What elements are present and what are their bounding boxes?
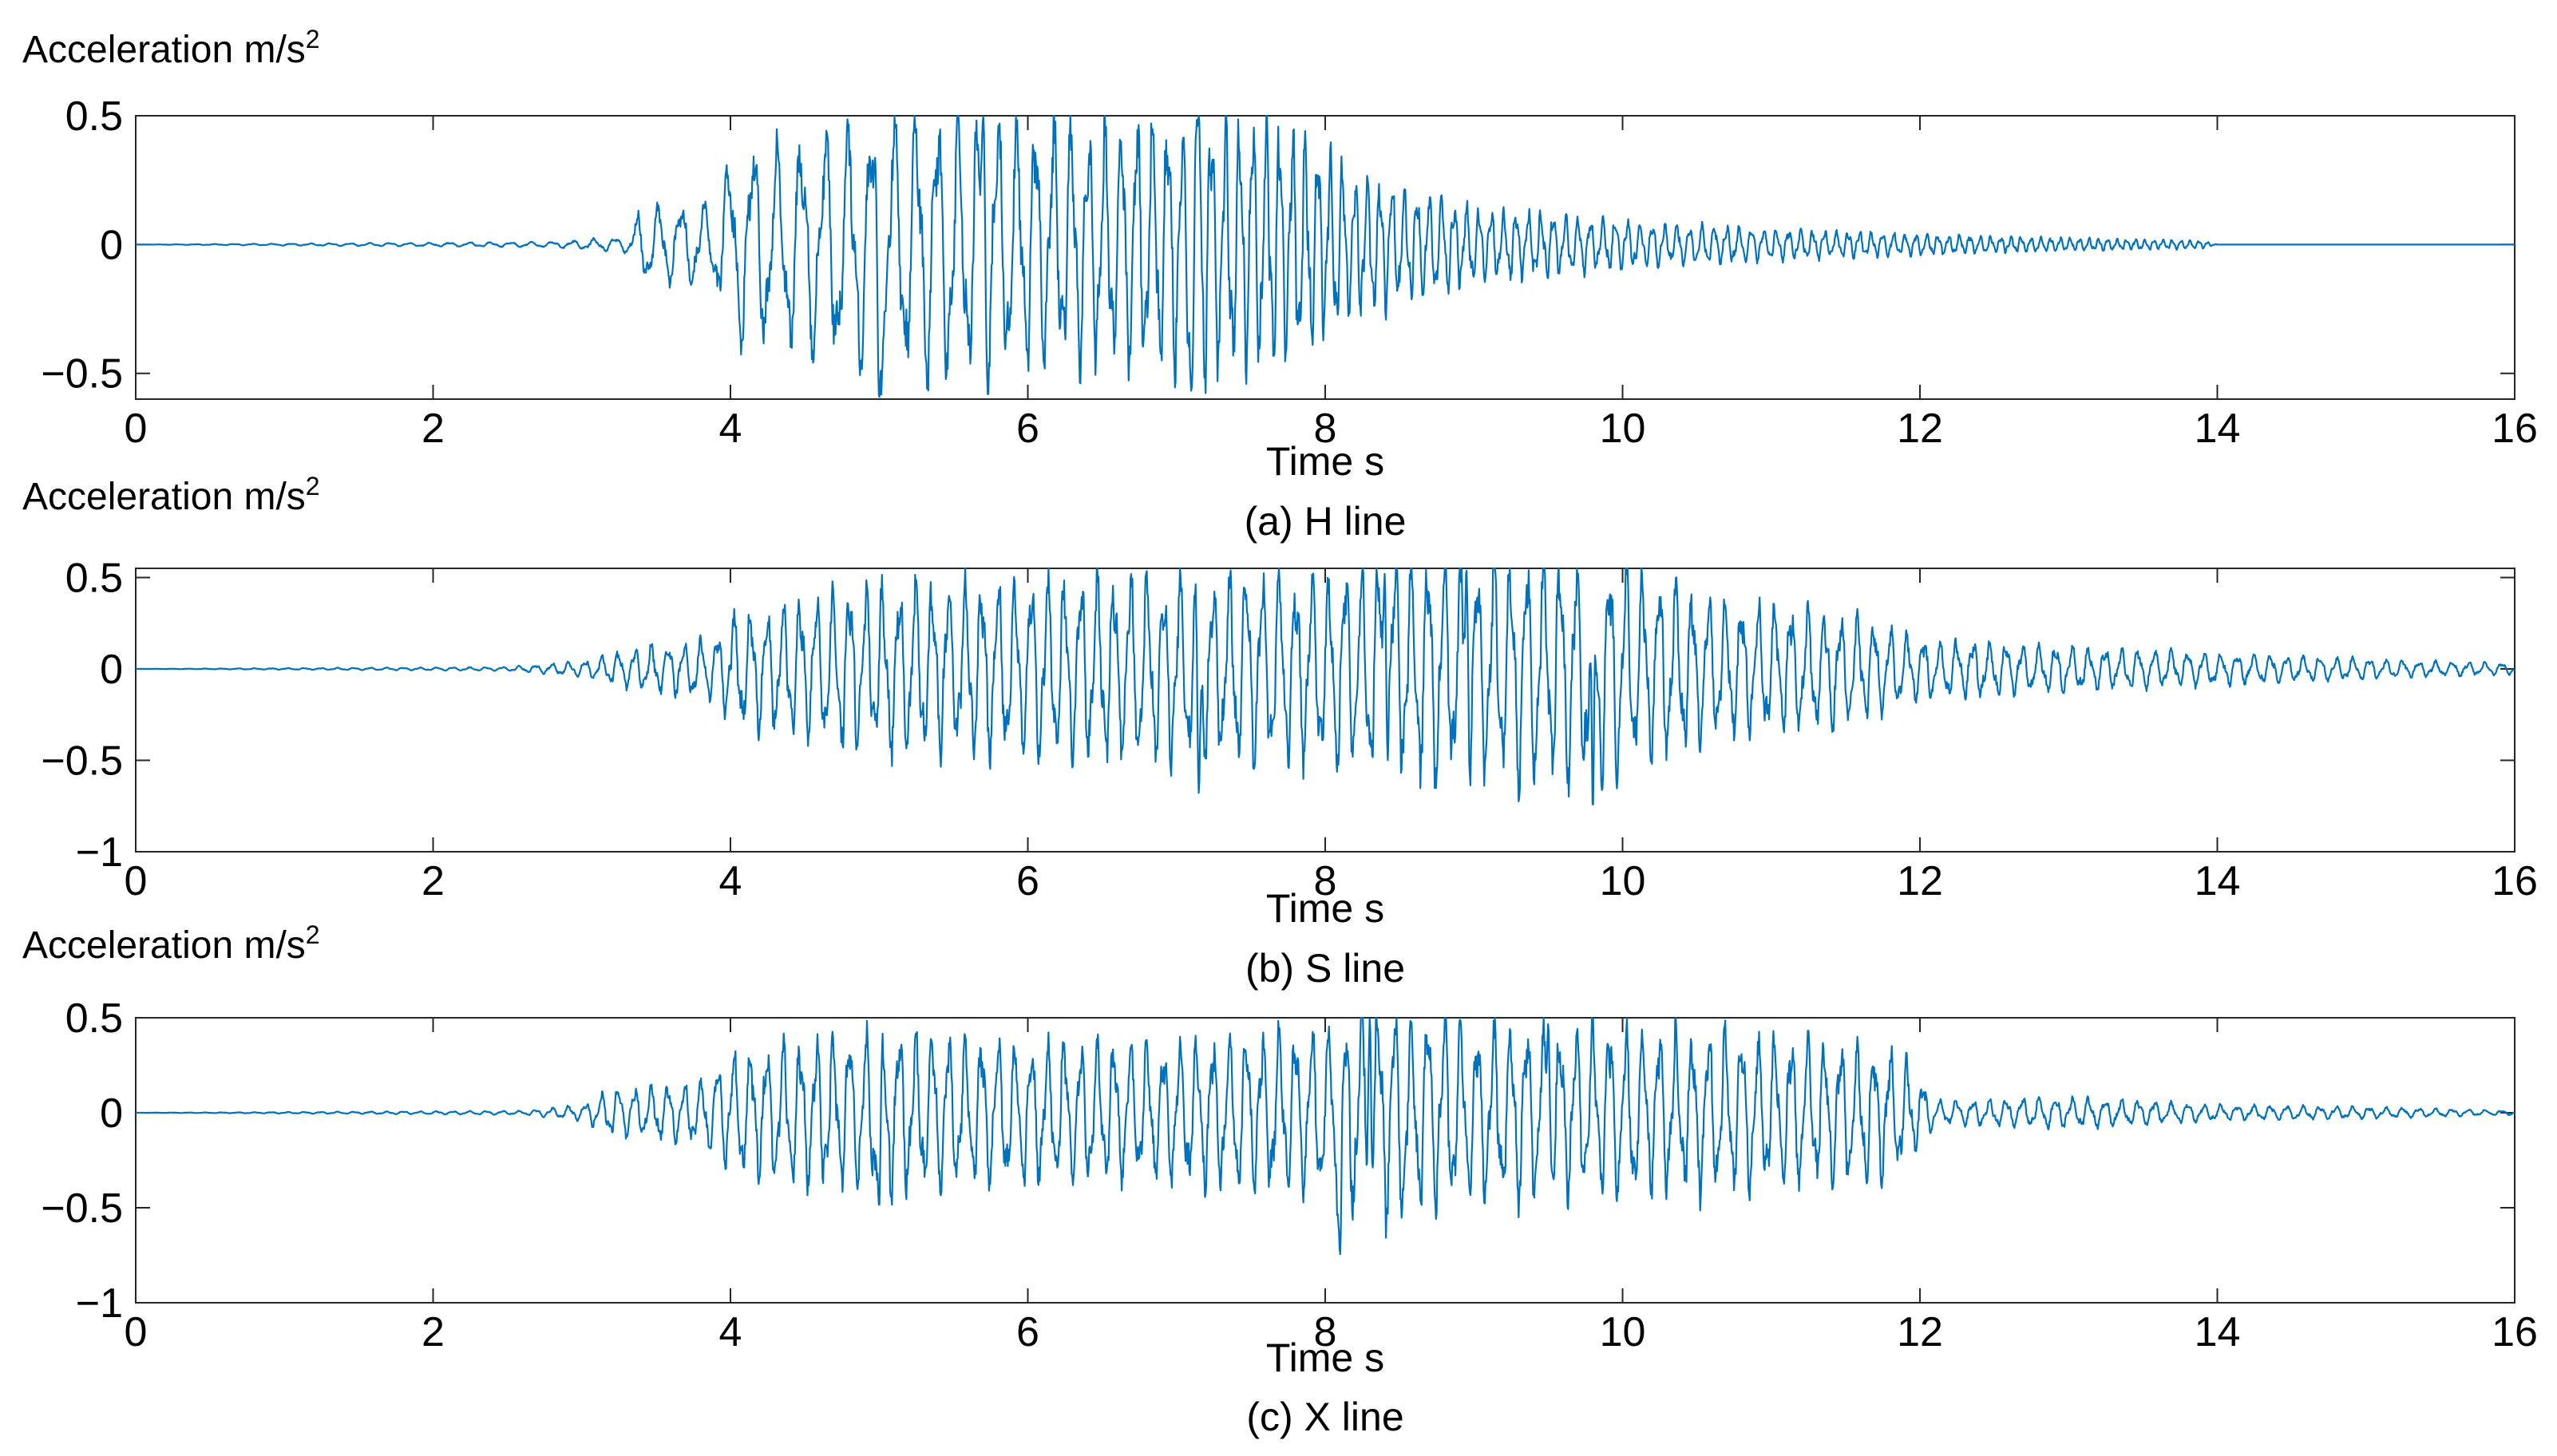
- x-tick-label: 10: [1600, 858, 1646, 904]
- x-tick-label: 10: [1600, 406, 1646, 452]
- x-tick-label: 14: [2195, 858, 2241, 904]
- y-tick-label: −0.5: [41, 738, 123, 784]
- x-tick-label: 14: [2195, 406, 2241, 452]
- x-axis-label: Time s: [1266, 886, 1384, 931]
- x-tick-label: 16: [2492, 406, 2538, 452]
- axes-frame: [135, 568, 2515, 853]
- x-tick-label: 8: [1314, 858, 1337, 904]
- y-tick-label: 0: [100, 222, 123, 268]
- x-tick-label: 16: [2492, 858, 2538, 904]
- acceleration-signal: [135, 1016, 2515, 1256]
- x-tick-label: 14: [2195, 1309, 2241, 1355]
- plot-area: 0 2 4 6 8 10 12 14 16 −1 −0.5 0 0.5: [41, 995, 2538, 1355]
- x-tick-label: 0: [125, 1309, 148, 1355]
- x-tick-label: 4: [719, 406, 742, 452]
- x-tick-label: 2: [422, 858, 445, 904]
- x-tick-label: 8: [1314, 1309, 1337, 1355]
- panel-caption: (c) X line: [1246, 1395, 1403, 1439]
- x-tick-label: 12: [1897, 406, 1943, 452]
- x-tick-label: 12: [1897, 858, 1943, 904]
- y-tick-label: 0: [100, 647, 123, 693]
- x-tick-label: 8: [1314, 406, 1337, 452]
- x-tick-label: 2: [422, 1309, 445, 1355]
- x-axis-label: Time s: [1266, 1335, 1384, 1380]
- panel-caption: (b) S line: [1245, 946, 1405, 991]
- y-tick-label: 0: [100, 1090, 123, 1137]
- acceleration-signal: [135, 114, 2515, 398]
- acceleration-signal: [135, 567, 2515, 805]
- x-tick-label: 0: [125, 406, 148, 452]
- x-tick-label: 12: [1897, 1309, 1943, 1355]
- panel-caption: (a) H line: [1245, 499, 1407, 544]
- chart-panel-s-line: Acceleration m/s2 0 2 4 6 8 10 12 14 16 −1 −0.5 0 0.…: [22, 472, 2538, 991]
- x-tick-label: 16: [2492, 1309, 2538, 1355]
- y-axis-label: Acceleration m/s2: [22, 472, 320, 518]
- x-tick-label: 6: [1016, 1309, 1039, 1355]
- y-axis-label: Acceleration m/s2: [22, 920, 320, 967]
- x-tick-label: 10: [1600, 1309, 1646, 1355]
- chart-panel-h-line: Acceleration m/s2 0 2 4 6 8 10 12 14 16−0.500.5 …: [22, 25, 2538, 544]
- x-tick-label: 2: [422, 406, 445, 452]
- x-tick-label: 6: [1016, 406, 1039, 452]
- x-tick-label: 4: [719, 1309, 742, 1355]
- y-tick-label: 0.5: [65, 93, 123, 140]
- plot-area: 0 2 4 6 8 10 12 14 16−0.500.5: [41, 93, 2538, 452]
- y-tick-label: 0.5: [65, 995, 123, 1042]
- y-tick-label: −1: [76, 1280, 123, 1327]
- y-tick-label: 0.5: [65, 555, 123, 601]
- chart-panel-x-line: Acceleration m/s2 0 2 4 6 8 10 12 14 16 −1 −0.5 0 0.…: [22, 920, 2538, 1439]
- x-tick-label: 0: [125, 858, 148, 904]
- axes-frame: [135, 115, 2515, 400]
- y-axis-label: Acceleration m/s2: [22, 25, 320, 71]
- x-tick-label: 6: [1016, 858, 1039, 904]
- axes-frame: [135, 1017, 2515, 1304]
- y-tick-label: −1: [76, 829, 123, 876]
- y-tick-label: −0.5: [41, 1185, 123, 1232]
- y-tick-label: −0.5: [41, 351, 123, 398]
- plot-area: 0 2 4 6 8 10 12 14 16 −1 −0.5 0 0.5: [41, 555, 2538, 904]
- x-tick-label: 4: [719, 858, 742, 904]
- x-axis-label: Time s: [1266, 439, 1384, 484]
